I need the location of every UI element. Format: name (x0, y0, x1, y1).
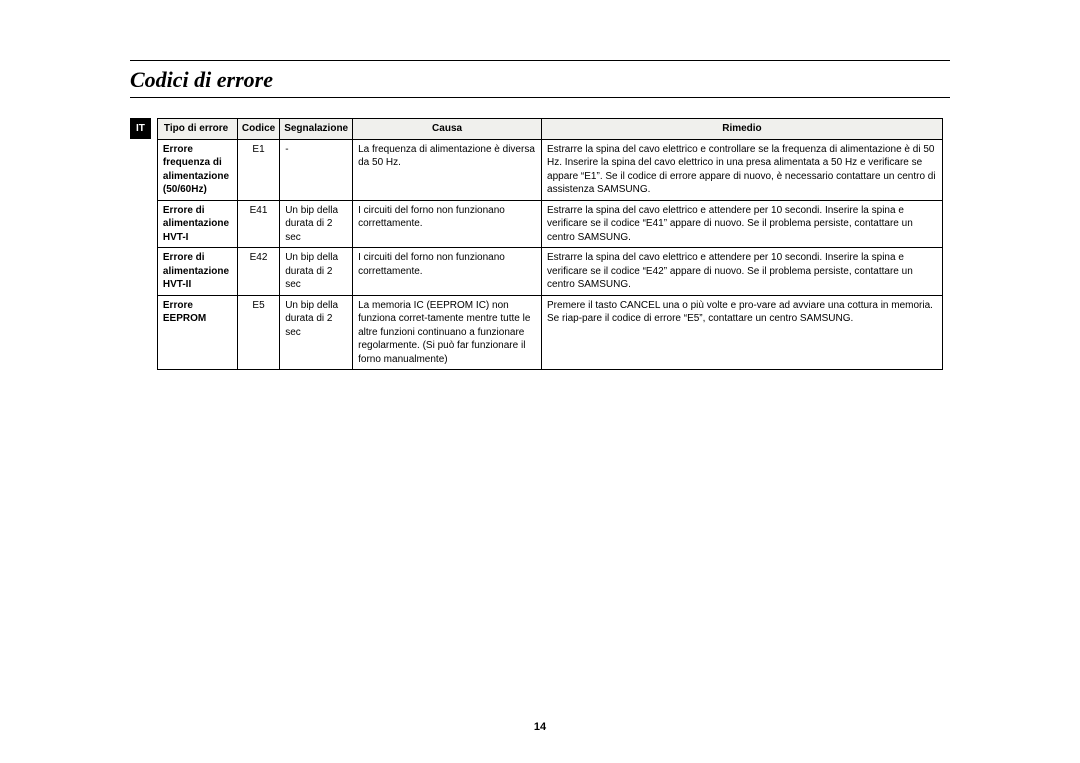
error-codes-table: Tipo di errore Codice Segnalazione Causa… (157, 118, 943, 370)
cell-cause: La memoria IC (EEPROM IC) non funziona c… (353, 295, 542, 370)
table-row: Errore EEPROM E5 Un bip della durata di … (157, 295, 942, 370)
header-code: Codice (237, 119, 279, 140)
header-signal: Segnalazione (280, 119, 353, 140)
cell-remedy: Premere il tasto CANCEL una o più volte … (542, 295, 943, 370)
page-title: Codici di errore (130, 63, 950, 95)
cell-signal: Un bip della durata di 2 sec (280, 200, 353, 248)
header-type: Tipo di errore (157, 119, 237, 140)
cell-remedy: Estrarre la spina del cavo elettrico e a… (542, 200, 943, 248)
header-remedy: Rimedio (542, 119, 943, 140)
cell-signal: Un bip della durata di 2 sec (280, 248, 353, 296)
cell-code: E1 (237, 139, 279, 200)
cell-type: Errore di alimentazione HVT-II (157, 248, 237, 296)
cell-cause: I circuiti del forno non funzionano corr… (353, 200, 542, 248)
cell-cause: La frequenza di alimentazione è diversa … (353, 139, 542, 200)
header-cause: Causa (353, 119, 542, 140)
cell-remedy: Estrarre la spina del cavo elettrico e c… (542, 139, 943, 200)
table-row: Errore frequenza di alimentazione (50/60… (157, 139, 942, 200)
cell-type: Errore frequenza di alimentazione (50/60… (157, 139, 237, 200)
cell-type: Errore di alimentazione HVT-I (157, 200, 237, 248)
cell-remedy: Estrarre la spina del cavo elettrico e a… (542, 248, 943, 296)
cell-type: Errore EEPROM (157, 295, 237, 370)
cell-signal: - (280, 139, 353, 200)
cell-code: E41 (237, 200, 279, 248)
page-number: 14 (0, 721, 1080, 733)
table-row: Errore di alimentazione HVT-I E41 Un bip… (157, 200, 942, 248)
cell-code: E42 (237, 248, 279, 296)
cell-signal: Un bip della durata di 2 sec (280, 295, 353, 370)
cell-cause: I circuiti del forno non funzionano corr… (353, 248, 542, 296)
cell-code: E5 (237, 295, 279, 370)
language-tab: IT (130, 118, 151, 139)
table-row: Errore di alimentazione HVT-II E42 Un bi… (157, 248, 942, 296)
